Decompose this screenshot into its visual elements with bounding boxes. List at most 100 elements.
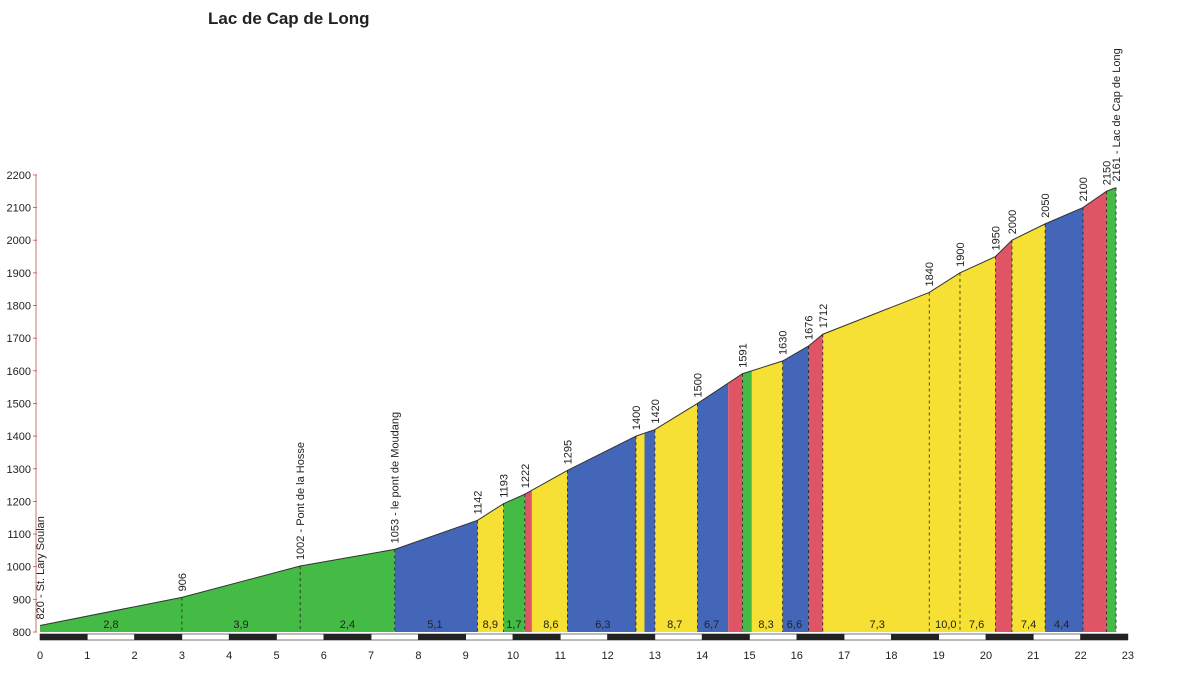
gradient-label: 7,4 xyxy=(1021,619,1036,631)
elevation-label: 1193 xyxy=(499,474,511,498)
x-tick-label: 21 xyxy=(1027,650,1039,662)
gradient-label: 3,9 xyxy=(233,619,248,631)
x-axis-bar xyxy=(512,633,561,641)
x-axis-bar xyxy=(749,633,798,641)
profile-segment xyxy=(524,490,532,632)
x-axis-bar xyxy=(559,633,608,641)
gradient-label: 8,9 xyxy=(483,619,498,631)
x-tick-label: 0 xyxy=(37,650,43,662)
profile-outline xyxy=(39,187,1117,626)
x-axis-bar xyxy=(1080,633,1129,641)
gradient-label: 2,4 xyxy=(340,619,355,631)
x-tick-label: 13 xyxy=(649,650,661,662)
x-axis-bar xyxy=(465,633,514,641)
elevation-label: 1840 xyxy=(924,262,936,286)
x-tick-label: 5 xyxy=(273,650,279,662)
x-tick-label: 4 xyxy=(226,650,232,662)
profile-segment xyxy=(394,520,478,632)
x-axis-bar xyxy=(891,633,940,641)
x-tick-label: 22 xyxy=(1074,650,1086,662)
y-tick-label: 1400 xyxy=(7,431,31,443)
profile-segment xyxy=(1082,191,1107,632)
y-tick-label: 1800 xyxy=(7,301,31,313)
elevation-label: 906 xyxy=(177,573,189,591)
x-tick-label: 11 xyxy=(555,650,566,662)
elevation-label: 1900 xyxy=(955,242,967,266)
elevation-label: 1676 xyxy=(804,316,816,340)
x-axis-bar xyxy=(87,633,135,641)
y-tick-label: 1600 xyxy=(7,366,31,378)
elevation-label: 1500 xyxy=(692,373,704,397)
x-axis-bar xyxy=(418,633,466,641)
x-tick-label: 10 xyxy=(507,650,519,662)
x-axis-bar xyxy=(1033,633,1081,641)
gradient-label: 8,3 xyxy=(758,619,773,631)
y-tick-label: 2000 xyxy=(7,235,31,247)
x-tick-label: 16 xyxy=(791,650,803,662)
elevation-label: 2150 xyxy=(1102,161,1114,185)
elevation-label: 1142 xyxy=(473,491,485,515)
x-tick-label: 1 xyxy=(84,650,90,662)
x-axis-bar xyxy=(654,633,703,641)
gradient-label: 7,6 xyxy=(969,619,984,631)
y-tick-label: 800 xyxy=(13,627,31,639)
elevation-label: 2100 xyxy=(1078,177,1090,201)
elevation-label: 2050 xyxy=(1040,193,1052,217)
gradient-label: 5,1 xyxy=(427,619,442,631)
x-axis-bar xyxy=(228,633,277,641)
x-tick-label: 19 xyxy=(933,650,945,662)
profile-segment xyxy=(1106,187,1117,633)
x-axis-bar xyxy=(323,633,372,641)
profile-segment xyxy=(503,494,525,632)
x-axis-bar xyxy=(276,633,325,641)
profile-segment xyxy=(929,272,960,632)
gradient-label: 8,7 xyxy=(667,619,682,631)
profile-segment xyxy=(751,361,783,632)
profile-segment xyxy=(1012,223,1046,632)
x-tick-label: 2 xyxy=(132,650,138,662)
x-axis-bar xyxy=(181,633,230,641)
elevation-label: 1002 - Pont de la Hosse xyxy=(295,442,307,560)
gradient-label: 10,0 xyxy=(935,619,956,631)
profile-segment xyxy=(782,345,809,632)
gradient-label: 6,6 xyxy=(787,619,802,631)
gradient-label: 7,3 xyxy=(870,619,885,631)
y-tick-label: 1900 xyxy=(7,268,31,280)
elevation-label: 1950 xyxy=(990,226,1002,250)
profile-segment xyxy=(1045,207,1083,633)
y-tick-label: 1500 xyxy=(7,398,31,410)
gradient-label: 2,8 xyxy=(103,619,118,631)
profile-segment xyxy=(531,470,568,632)
profile-segment xyxy=(742,370,752,632)
x-tick-label: 6 xyxy=(321,650,327,662)
gradient-label: 6,7 xyxy=(704,619,719,631)
chart-title: Lac de Cap de Long xyxy=(208,9,370,28)
elevation-label: 1053 - le pont de Moudang xyxy=(390,412,402,544)
x-axis-bar xyxy=(39,633,88,641)
gradient-label: 1,7 xyxy=(506,619,521,631)
elevation-label: 1295 xyxy=(562,440,574,464)
x-axis-bar xyxy=(607,633,656,641)
elevation-label: 2161 - Lac de Cap de Long xyxy=(1111,48,1123,181)
y-tick-label: 2200 xyxy=(7,170,31,182)
x-axis-bar xyxy=(796,633,845,641)
x-tick-label: 7 xyxy=(368,650,374,662)
x-axis-bar xyxy=(134,633,183,641)
y-tick-label: 1000 xyxy=(7,562,31,574)
y-tick-label: 1700 xyxy=(7,333,31,345)
profile-segment xyxy=(959,256,996,632)
profile-segment xyxy=(995,240,1013,632)
y-tick-label: 1100 xyxy=(7,529,31,541)
x-tick-label: 9 xyxy=(463,650,469,662)
elevation-label: 1420 xyxy=(650,399,662,423)
profile-segment xyxy=(567,436,636,632)
x-tick-label: 18 xyxy=(885,650,897,662)
elevation-label: 1630 xyxy=(778,331,790,355)
gradient-label: 6,3 xyxy=(595,619,610,631)
x-tick-label: 12 xyxy=(601,650,613,662)
x-tick-label: 15 xyxy=(743,650,755,662)
elevation-label: 820 - St. Lary Soulan xyxy=(35,516,47,619)
elevation-label: 1222 xyxy=(520,464,532,488)
x-tick-label: 20 xyxy=(980,650,992,662)
